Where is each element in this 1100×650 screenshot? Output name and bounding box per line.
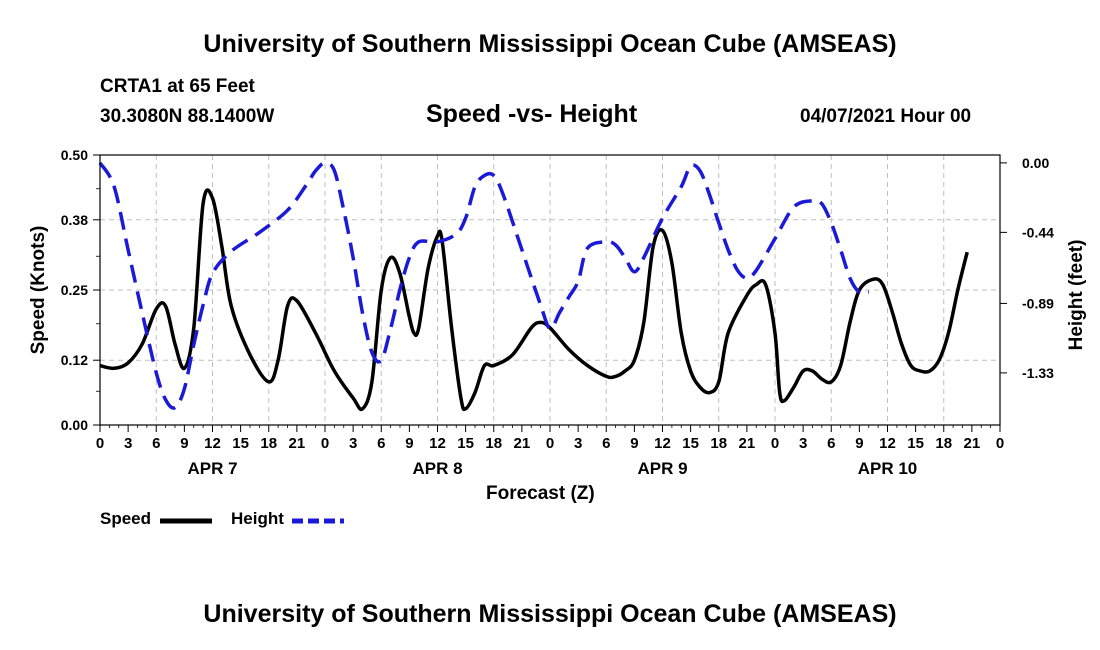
day-label: APR 9 [637,459,687,478]
y-tick-label: 0.25 [61,282,88,298]
x-tick-label: 15 [457,435,474,452]
x-tick-label: 6 [827,435,835,452]
x-tick-label: 18 [260,435,277,452]
x-tick-label: 9 [630,435,638,452]
x-axis-title: Forecast (Z) [486,483,595,504]
x-tick-label: 3 [349,435,357,452]
x-tick-label: 21 [739,435,756,452]
x-tick-label: 15 [907,435,924,452]
chart-title: Speed -vs- Height [426,100,638,128]
x-tick-label: 0 [321,435,329,452]
x-tick-label: 15 [232,435,249,452]
forecast-date: 04/07/2021 Hour 00 [800,106,972,127]
x-tick-label: 21 [514,435,531,452]
station-label: CRTA1 at 65 Feet [100,76,255,97]
legend-speed-label: Speed [100,509,152,528]
x-tick-label: 12 [204,435,221,452]
axis-labels: 0 3 6 9 12 15 18 21 0 3 6 9 12 15 18 21 0 3 6 9 12 15 18 21 0 3 6 9… [28,147,1087,524]
x-tick-label: 6 [152,435,160,452]
day-label: APR 10 [858,459,918,478]
y-axis-title: Speed (Knots) [28,226,49,355]
x-tick-label: 9 [405,435,413,452]
speed-series-line [99,188,969,412]
x-tick-label: 0 [546,435,554,452]
y2-tick-label: 0.00 [1022,155,1049,171]
y2-tick-label: -1.33 [1022,365,1054,381]
x-tick-label: 0 [996,435,1004,452]
y2-tick-label: -0.44 [1022,224,1054,240]
plot-frame [99,154,1001,426]
x-tick-label: 15 [682,435,699,452]
page-title: University of Southern Mississippi Ocean… [203,30,897,58]
day-label: APR 7 [187,459,237,478]
y-tick-label: 0.50 [61,147,88,163]
grid-lines [100,155,1000,425]
x-tick-label: 12 [654,435,671,452]
day-label: APR 8 [412,459,462,478]
x-tick-label: 12 [879,435,896,452]
x-tick-label: 18 [935,435,952,452]
x-tick-label: 9 [180,435,188,452]
x-tick-label: 18 [485,435,502,452]
x-tick-label: 9 [855,435,863,452]
y-tick-label: 0.00 [61,417,88,433]
x-tick-label: 6 [377,435,385,452]
legend-height-label: Height [231,509,284,528]
x-tick-label: 21 [289,435,306,452]
height-series-line [98,161,870,410]
x-tick-label: 0 [771,435,779,452]
station-coords: 30.3080N 88.1400W [100,106,275,127]
x-tick-label: 6 [602,435,610,452]
x-tick-label: 0 [96,435,104,452]
x-tick-label: 3 [799,435,807,452]
x-tick-label: 21 [964,435,981,452]
x-tick-label: 18 [710,435,727,452]
series-lines [98,161,969,412]
footer-title: University of Southern Mississippi Ocean… [203,600,897,628]
y-tick-label: 0.12 [61,352,88,368]
y-tick-label: 0.38 [61,212,88,228]
y2-axis-title: Height (feet) [1066,240,1087,351]
x-tick-label: 12 [429,435,446,452]
x-tick-label: 3 [124,435,132,452]
y2-tick-label: -0.89 [1022,295,1054,311]
x-tick-label: 3 [574,435,582,452]
